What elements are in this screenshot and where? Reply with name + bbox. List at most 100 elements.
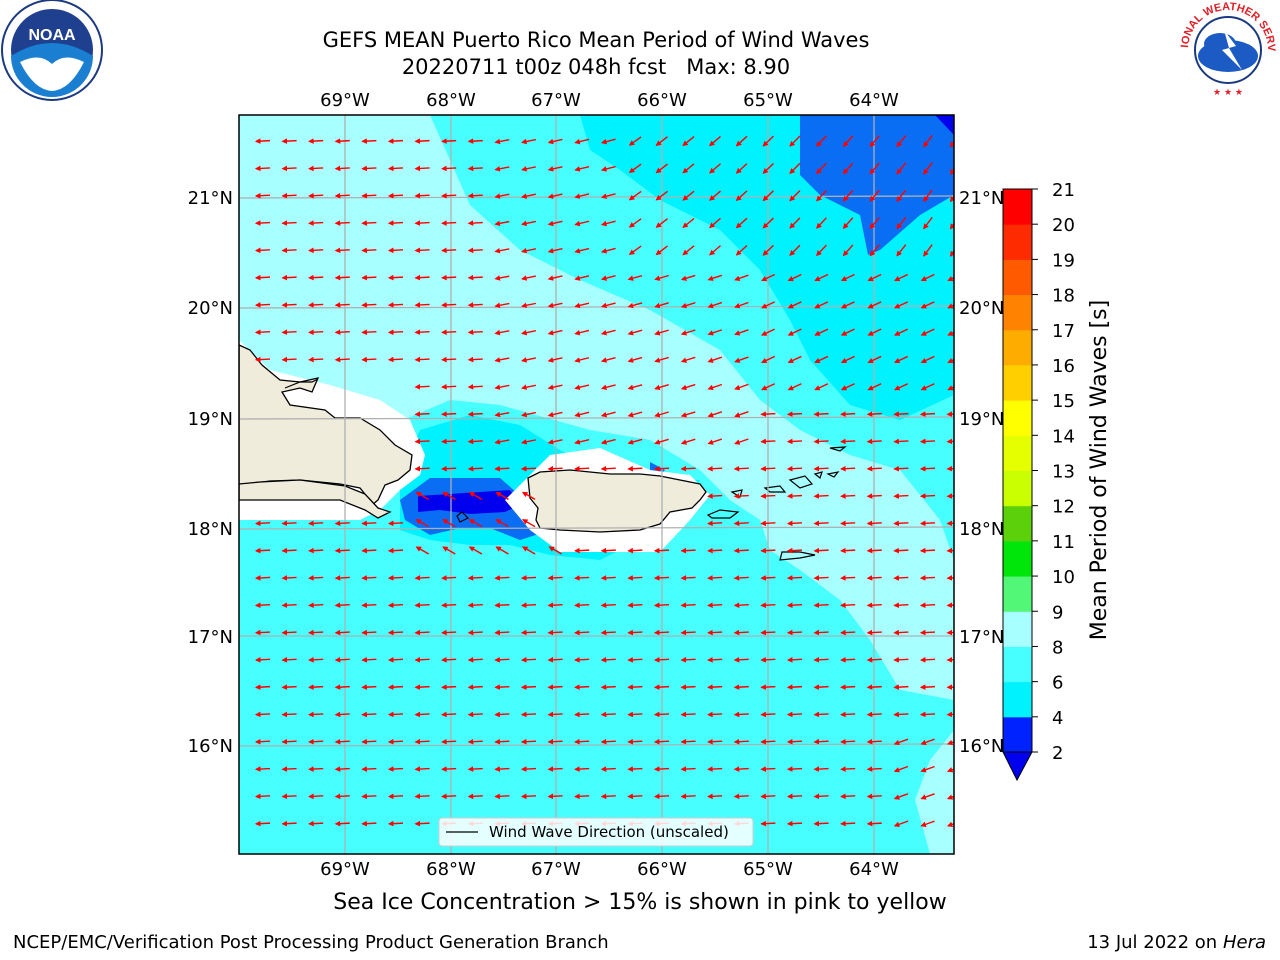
wind-wave-arrow [308,302,324,308]
wind-wave-arrow [627,711,643,718]
wind-wave-arrow [281,247,297,254]
colorbar-segment [1003,400,1032,436]
wind-wave-arrow [655,136,668,146]
wind-wave-arrow [760,711,776,718]
wind-wave-arrow [866,602,882,609]
wind-wave-arrow [254,138,271,144]
wind-wave-arrow [840,411,856,417]
wind-wave-arrow [520,602,537,609]
wind-wave-arrow [869,217,880,230]
lat-labels-right: 21°N 20°N 19°N 18°N 17°N 16°N [959,188,1004,757]
wind-wave-arrow [387,329,404,336]
wind-wave-arrow [281,138,297,144]
wind-wave-arrow [467,220,483,226]
wind-wave-arrow [308,192,324,199]
wind-wave-arrow [361,165,377,172]
colorbar-segment [1003,716,1032,753]
wind-wave-arrow [494,138,510,145]
wind-wave-arrow [680,793,696,800]
wind-wave-arrow [866,684,882,690]
wind-wave-arrow [946,575,954,581]
wind-wave-arrow [334,302,350,308]
land-anegada [829,446,847,452]
wind-wave-arrow [521,546,536,555]
wind-wave-arrow [814,383,829,391]
wind-wave-arrow [920,820,935,827]
wind-wave-arrow [547,329,563,336]
lon-labels-top: 69°W 68°W 67°W 66°W 65°W 64°W [320,90,899,111]
wind-wave-arrow [733,493,749,499]
wind-wave-arrow [733,738,749,745]
land-hispaniola [239,344,413,506]
wind-wave-arrow [308,711,324,718]
field-under-2s-corner [935,115,954,135]
wind-wave-arrow [334,629,350,636]
wind-wave-arrow [762,190,774,202]
colorbar-segment [1003,329,1032,366]
wind-wave-arrow [840,547,856,554]
wind-wave-arrow [627,274,643,281]
wind-wave-arrow [334,711,350,718]
wind-wave-arrow [787,273,802,282]
wind-wave-arrow [709,135,721,147]
wind-wave-arrow [361,684,377,690]
wind-wave-arrow [786,711,803,718]
wind-wave-arrow [281,220,297,226]
wind-wave-arrow [866,438,882,445]
wind-wave-arrow [840,273,855,282]
wind-wave-arrow [733,575,749,581]
wind-wave-arrow [520,738,537,745]
wind-wave-arrow [308,820,324,827]
wind-wave-arrow [441,657,457,663]
wind-wave-arrow [441,575,457,581]
wind-wave-arrow [949,140,954,148]
wind-wave-arrow [654,302,669,309]
wind-wave-arrow [547,657,563,663]
wind-wave-arrow [521,329,536,336]
wind-wave-arrow [653,575,670,581]
lat-label: 18°N [959,519,1004,540]
wind-wave-arrow [707,657,723,663]
colorbar-segment [1003,470,1032,507]
wind-wave-arrow [893,411,909,417]
land-mona [456,511,470,523]
wind-wave-arrow [655,190,668,201]
wind-wave-arrow [707,301,723,309]
wind-wave-arrow [441,465,457,472]
wind-wave-arrow [308,274,324,281]
wind-wave-arrow [842,162,854,175]
wind-wave-arrow [441,138,457,144]
wind-wave-arrow [866,629,882,636]
wind-wave-arrow [869,162,880,175]
wind-wave-arrow [281,575,297,581]
wind-wave-arrow [574,465,590,472]
wind-wave-arrow [574,575,590,581]
wind-wave-arrow [920,793,935,800]
wind-wave-arrow [786,520,803,527]
wind-wave-arrow [600,738,616,745]
wind-wave-arrow [946,520,954,527]
wind-wave-arrow [574,793,590,800]
wind-wave-arrow [786,738,803,745]
wind-wave-arrow [866,766,882,772]
noaa-logo: NOAA [1,0,103,101]
wind-wave-arrow [467,575,483,581]
wind-wave-arrow [947,330,954,336]
wind-wave-arrow [308,247,324,254]
wind-wave-arrow [387,520,404,527]
lon-label: 69°W [320,90,370,111]
wind-wave-arrow [441,356,457,363]
colorbar-tick-label: 6 [1052,673,1063,694]
wind-wave-arrow [361,302,377,308]
wind-wave-arrow [707,684,723,690]
legend-box [438,817,754,847]
colorbar-segment [1003,681,1032,718]
wind-wave-arrow [946,739,954,746]
wind-wave-arrow [735,163,748,174]
wind-wave-arrow [735,190,748,202]
wind-wave-arrow [896,244,907,257]
wind-wave-arrow [308,738,324,745]
wind-wave-arrow [574,711,590,718]
wind-wave-arrow [893,765,909,773]
wind-wave-arrow [919,493,936,499]
